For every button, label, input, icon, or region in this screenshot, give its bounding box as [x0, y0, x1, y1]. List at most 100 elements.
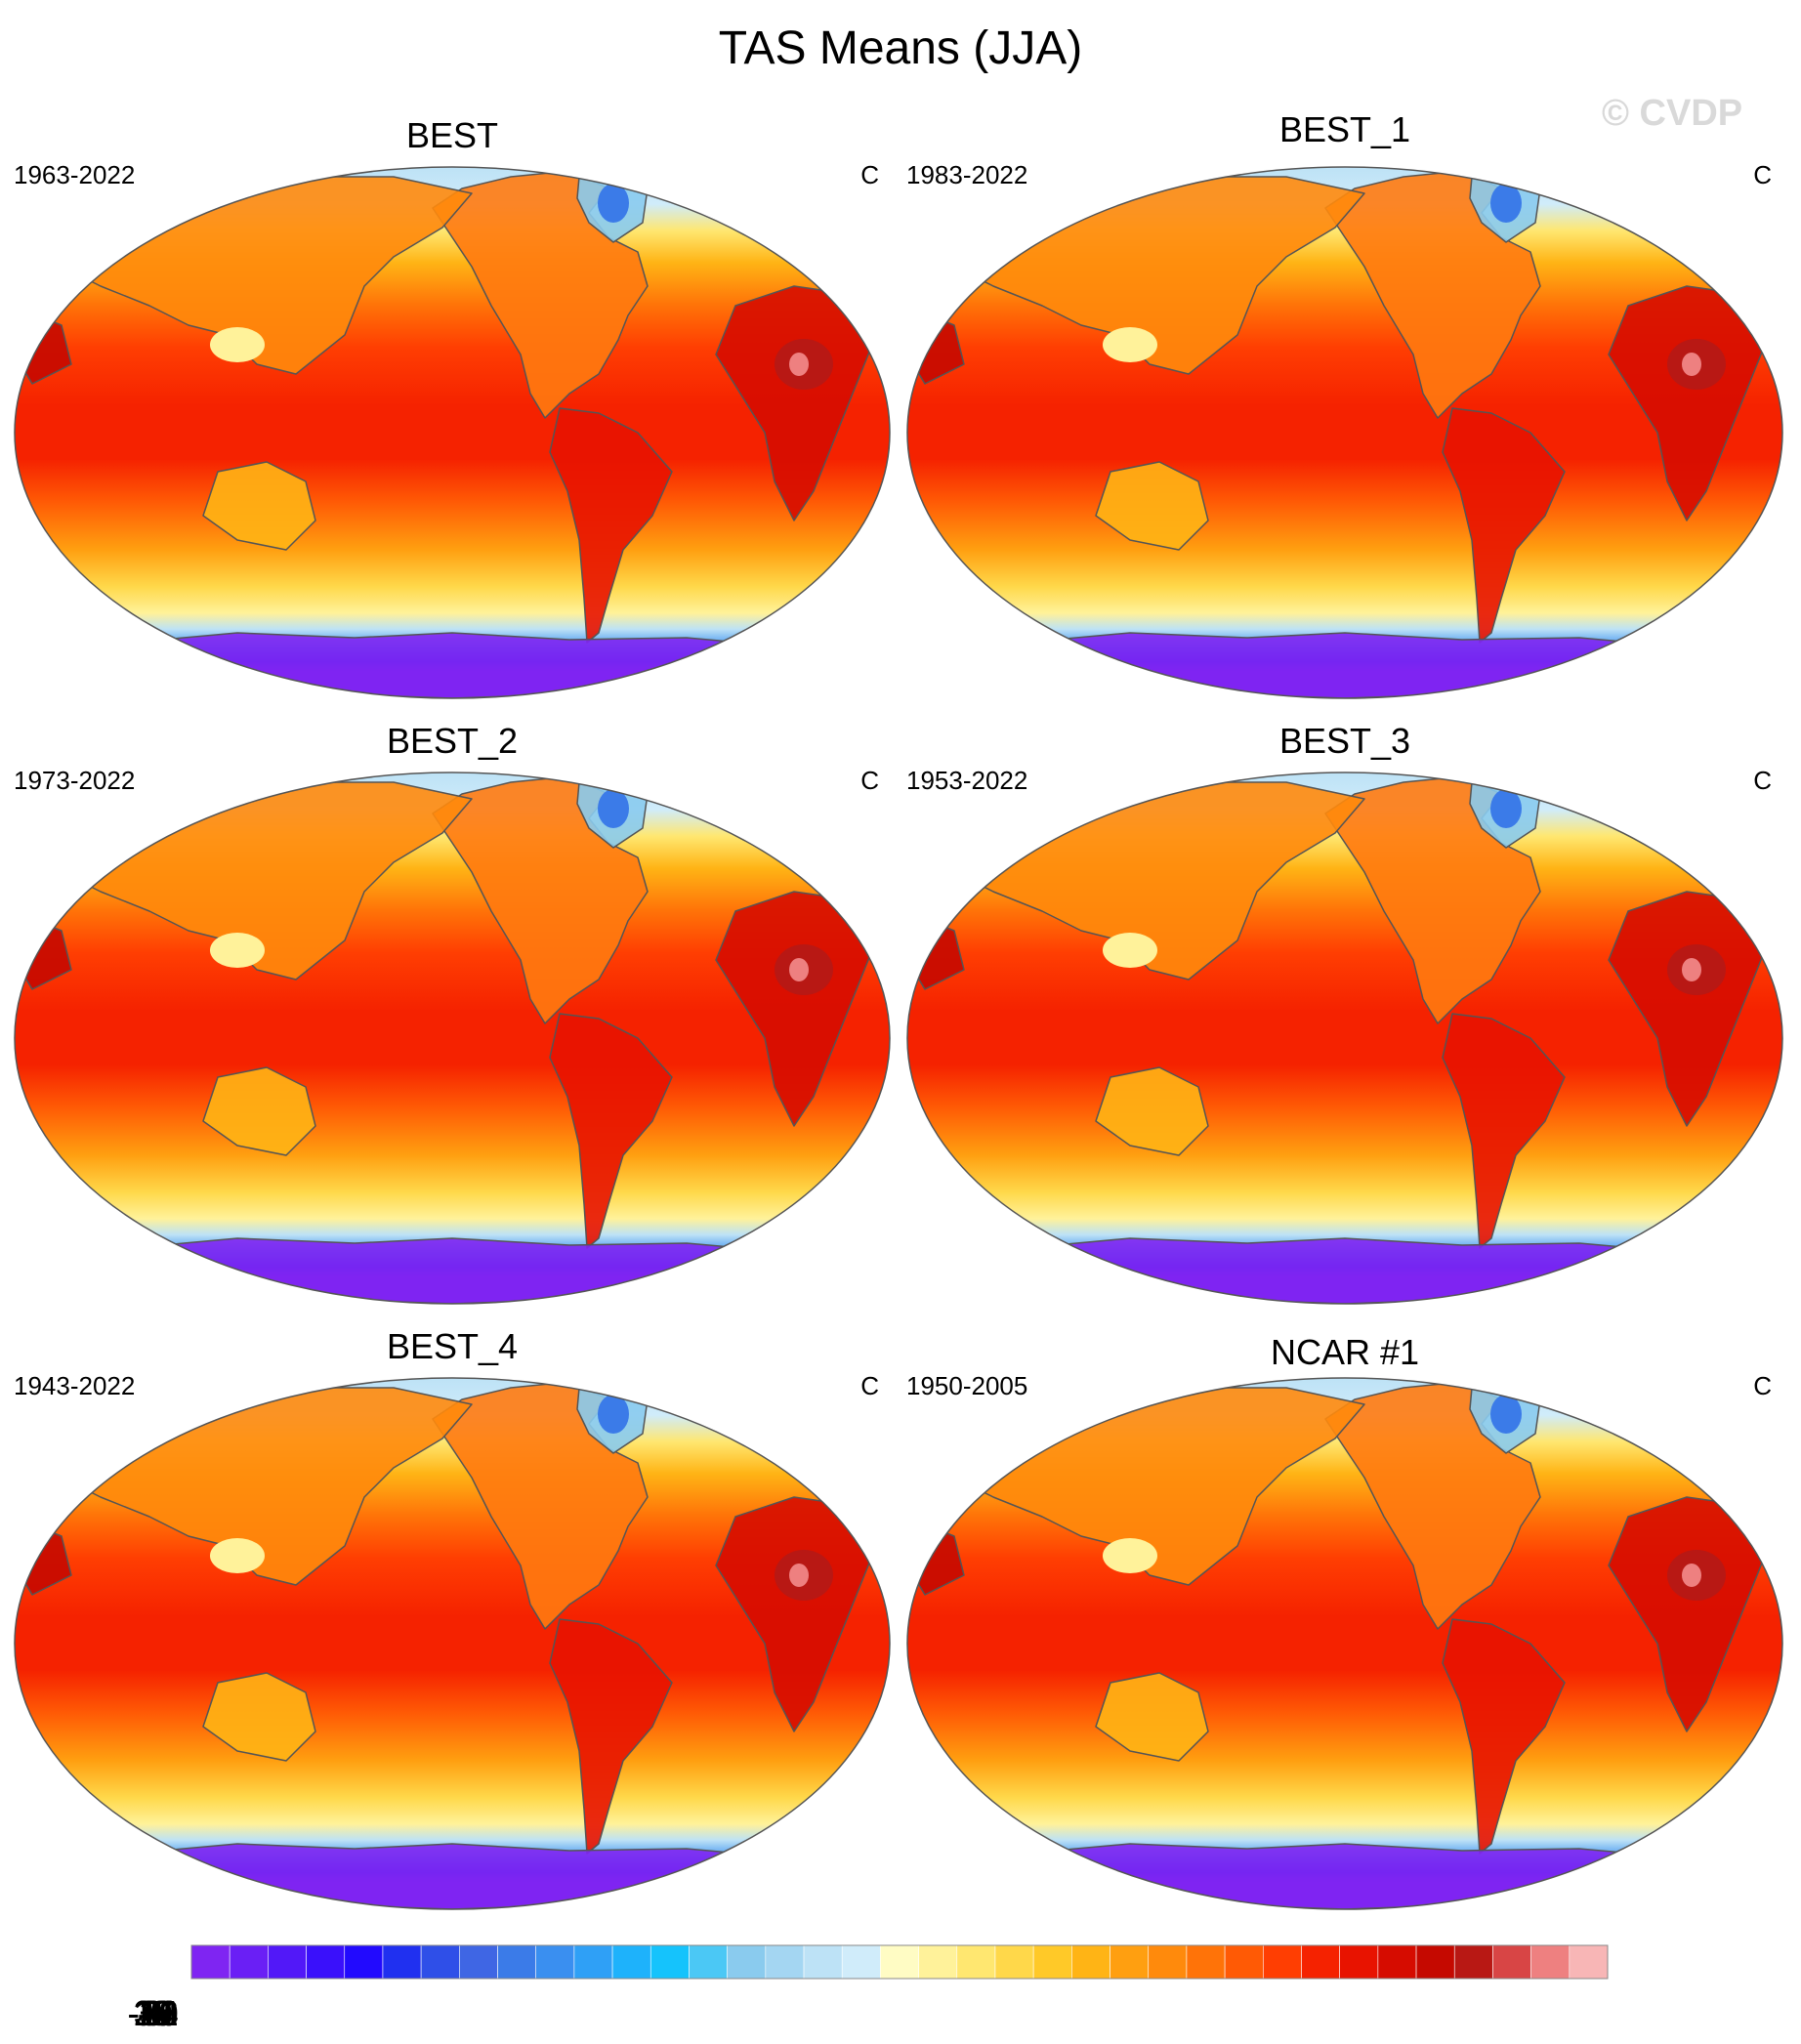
- map-plot: [906, 166, 1783, 699]
- landmass-antarctica: [1022, 1843, 1668, 1909]
- colorbar-label: -36: [128, 1993, 179, 2033]
- colorbar-swatch: [1415, 1944, 1455, 1980]
- landmass-antarctica: [1022, 1237, 1668, 1304]
- colorbar-swatch: [1339, 1944, 1379, 1980]
- colorbar-swatch: [918, 1944, 958, 1980]
- colorbar-swatch: [229, 1944, 269, 1980]
- landmass-australia: [1095, 1066, 1209, 1156]
- panel-period: 1943-2022: [14, 1371, 136, 1400]
- panel-units: C: [860, 160, 879, 189]
- colorbar-label: -6: [138, 1993, 169, 2033]
- panel-title: BEST_4: [386, 1326, 519, 1366]
- map-plot: [14, 772, 891, 1305]
- panel-title: BEST_1: [1278, 109, 1411, 149]
- figure-title: TAS Means (JJA): [718, 22, 1083, 74]
- watermark: © CVDP: [1602, 93, 1743, 134]
- colorbar-swatch: [1530, 1944, 1571, 1980]
- colorbar-swatch: [190, 1944, 230, 1980]
- landmass-southAmerica: [1442, 1618, 1566, 1855]
- colorbar-label: -24: [128, 1993, 179, 2033]
- landmass-southAmerica: [1442, 407, 1566, 644]
- map-plot: [906, 772, 1783, 1305]
- colorbar-swatch: [382, 1944, 422, 1980]
- colorbar-label: -12: [128, 1993, 179, 2033]
- colorbar-swatch: [420, 1944, 460, 1980]
- colorbar-swatch: [611, 1944, 651, 1980]
- landmass-australia: [202, 1672, 316, 1762]
- landmass-australia: [1095, 461, 1209, 551]
- colorbar-swatch: [1148, 1944, 1188, 1980]
- colorbar-label: 30: [134, 1993, 173, 2033]
- colorbar-swatch: [306, 1944, 346, 1980]
- map-plot: [906, 1377, 1783, 1910]
- panel-units: C: [860, 766, 879, 795]
- panel-title: BEST: [405, 115, 499, 155]
- colorbar-swatch: [649, 1944, 690, 1980]
- map-plot: [14, 166, 891, 699]
- landmass-antarctica: [129, 1843, 775, 1909]
- colorbar-label: 24: [134, 1993, 173, 2033]
- colorbar-label: 12: [134, 1993, 173, 2033]
- panel-period: 1963-2022: [14, 160, 136, 189]
- colorbar-swatch: [344, 1944, 384, 1980]
- colorbar-swatch: [1110, 1944, 1150, 1980]
- colorbar-swatch: [268, 1944, 307, 1980]
- colorbar-swatch: [1186, 1944, 1226, 1980]
- colorbar-swatch: [535, 1944, 575, 1980]
- landmass-australia: [202, 461, 316, 551]
- colorbar-swatch: [880, 1944, 919, 1980]
- panel-title: BEST_3: [1278, 721, 1411, 761]
- map-panel: BEST_2 1973-2022 C: [8, 721, 897, 1307]
- colorbar-label: 0: [144, 1993, 163, 2033]
- colorbar-swatch: [689, 1944, 728, 1980]
- panel-title: BEST_2: [386, 721, 519, 761]
- map-plot: [14, 1377, 891, 1910]
- colorbar-label: -18: [128, 1993, 179, 2033]
- landmass-australia: [202, 1066, 316, 1156]
- panel-units: C: [1753, 766, 1772, 795]
- panel-units: C: [1753, 1371, 1772, 1400]
- panel-period: 1953-2022: [906, 766, 1028, 795]
- colorbar-swatch: [1224, 1944, 1264, 1980]
- landmass-southAmerica: [549, 1618, 673, 1855]
- map-panel: BEST_1 1983-2022 C: [900, 109, 1789, 701]
- colorbar-label: 36: [134, 1993, 173, 2033]
- landmass-southAmerica: [549, 1013, 673, 1249]
- colorbar-swatch: [765, 1944, 805, 1980]
- colorbar-swatch: [459, 1944, 498, 1980]
- colorbar-swatch: [1492, 1944, 1531, 1980]
- landmass-southAmerica: [549, 407, 673, 644]
- colorbar-label: -30: [128, 1993, 179, 2033]
- landmass-antarctica: [129, 632, 775, 698]
- colorbar-swatch: [727, 1944, 767, 1980]
- colorbar-swatch: [803, 1944, 843, 1980]
- landmass-australia: [1095, 1672, 1209, 1762]
- panel-title: NCAR #1: [1270, 1332, 1420, 1372]
- colorbar-swatch: [1453, 1944, 1493, 1980]
- landmass-antarctica: [129, 1237, 775, 1304]
- colorbar-swatch: [1032, 1944, 1072, 1980]
- colorbar-swatch: [573, 1944, 613, 1980]
- panel-period: 1950-2005: [906, 1371, 1028, 1400]
- landmass-antarctica: [1022, 632, 1668, 698]
- colorbar-swatch: [497, 1944, 537, 1980]
- colorbar-swatch: [1301, 1944, 1340, 1980]
- panel-units: C: [1753, 160, 1772, 189]
- map-panel: BEST_3 1953-2022 C: [900, 721, 1789, 1307]
- colorbar-swatch: [1262, 1944, 1302, 1980]
- panel-units: C: [860, 1371, 879, 1400]
- colorbar-swatch: [994, 1944, 1034, 1980]
- panel-period: 1973-2022: [14, 766, 136, 795]
- colorbar-swatch: [1569, 1944, 1609, 1980]
- colorbar-label: 18: [134, 1993, 173, 2033]
- colorbar-label: 6: [144, 1993, 163, 2033]
- map-panel: NCAR #1 1950-2005 C: [900, 1326, 1789, 1912]
- map-panel: BEST 1963-2022 C: [8, 115, 897, 701]
- colorbar-swatch: [1377, 1944, 1417, 1980]
- colorbar-swatch: [1071, 1944, 1110, 1980]
- map-panel: BEST_4 1943-2022 C: [8, 1326, 897, 1912]
- colorbar-swatch: [956, 1944, 996, 1980]
- colorbar-swatch: [841, 1944, 881, 1980]
- landmass-southAmerica: [1442, 1013, 1566, 1249]
